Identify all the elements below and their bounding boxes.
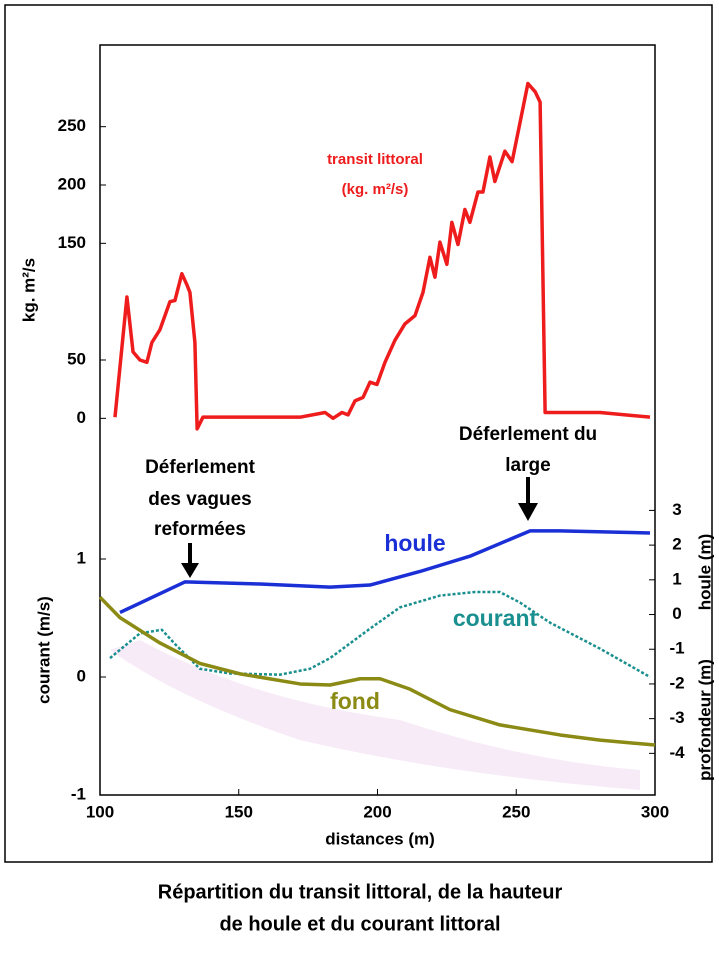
x-tick-label: 100 <box>86 802 114 821</box>
depth-shade <box>110 640 640 790</box>
y2-tick-label: 3 <box>672 500 681 519</box>
series-label: houle <box>384 530 445 556</box>
y-tick-label: 1 <box>77 548 86 567</box>
data-line <box>98 595 656 747</box>
data-line <box>109 590 651 679</box>
y2-tick-label: -1 <box>669 639 684 658</box>
annotation: Déferlement <box>145 457 255 478</box>
caption: Répartition du transit littoral, de la h… <box>158 881 563 903</box>
x-tick-label: 300 <box>641 802 669 821</box>
annotation: (kg. m²/s) <box>342 181 409 198</box>
annotation: reformées <box>154 519 246 540</box>
series-label: courant <box>453 605 538 631</box>
y2-tick-label: 0 <box>672 604 681 623</box>
y2-tick-label: -4 <box>669 743 685 762</box>
y2-tick-label: -2 <box>669 673 684 692</box>
data-line <box>119 529 651 615</box>
caption: de houle et du courant littoral <box>219 913 500 935</box>
y2-axis-title: profondeur (m) <box>695 659 714 781</box>
y-tick-label: 0 <box>77 408 86 427</box>
annotation: large <box>505 455 550 476</box>
annotation: Déferlement du <box>459 424 597 445</box>
y-tick-label: 200 <box>58 174 86 193</box>
y2-axis-title: houle (m) <box>695 534 714 611</box>
y-axis-title: kg. m²/s <box>19 258 38 322</box>
x-axis-title: distances (m) <box>325 829 435 848</box>
y2-tick-label: 1 <box>672 569 681 588</box>
y-tick-label: -1 <box>71 784 86 803</box>
y-tick-label: 0 <box>77 666 86 685</box>
y-tick-label: 250 <box>58 116 86 135</box>
annotation: des vagues <box>148 489 252 510</box>
x-tick-label: 250 <box>502 802 530 821</box>
y-axis-title: courant (m/s) <box>34 596 53 704</box>
y-tick-label: 50 <box>67 349 86 368</box>
x-tick-label: 200 <box>363 802 391 821</box>
x-tick-label: 150 <box>225 802 253 821</box>
arrow <box>181 477 538 578</box>
y2-tick-label: -3 <box>669 708 684 727</box>
annotation: transit littoral <box>327 151 423 168</box>
data-line <box>113 81 651 431</box>
y2-tick-label: 2 <box>672 535 681 554</box>
y-tick-label: 150 <box>58 233 86 252</box>
frame <box>4 4 713 863</box>
series-label: fond <box>330 688 380 714</box>
